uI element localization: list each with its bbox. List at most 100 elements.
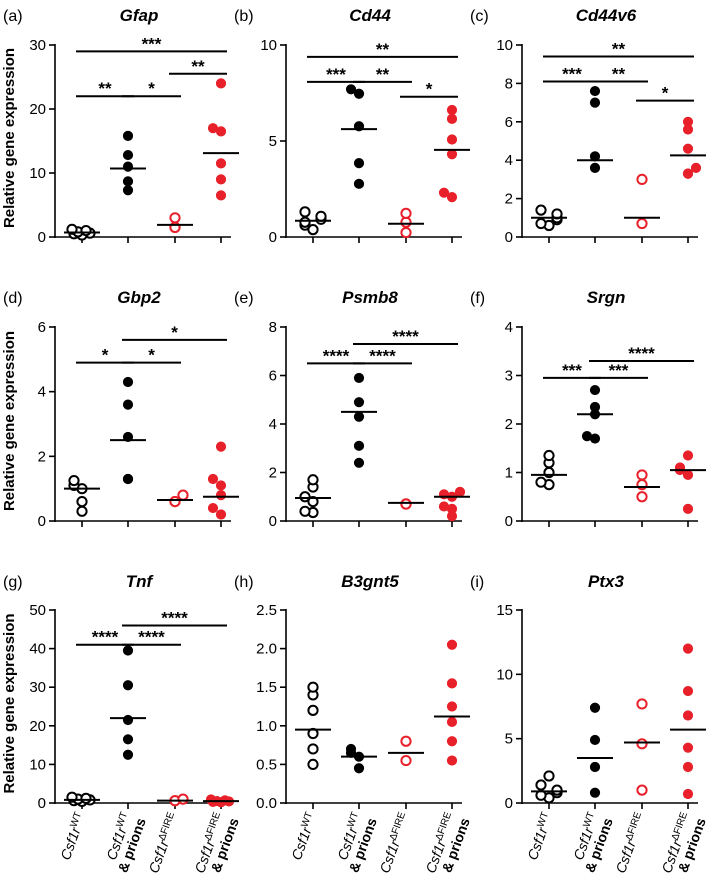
panel-tnf: (g) Tnf 0 10 20 30 40 50 Relative gene expressio… xyxy=(1,572,242,875)
data-point xyxy=(690,162,702,173)
data-point xyxy=(207,502,219,514)
y-tick-label: 8 xyxy=(269,319,277,336)
data-point xyxy=(205,794,217,805)
y-tick-label: 2.0 xyxy=(256,641,277,658)
y-tick-label: 4 xyxy=(269,416,277,433)
y-tick-label: 8 xyxy=(505,75,513,92)
data-point xyxy=(345,84,357,95)
data-point xyxy=(215,190,227,201)
y-tick-label: 0.0 xyxy=(256,795,277,812)
data-point xyxy=(400,735,412,747)
y-axis-label: Relative gene expression xyxy=(1,613,18,793)
data-point xyxy=(215,174,227,185)
significance-label: * xyxy=(426,80,433,99)
data-point xyxy=(169,496,181,508)
data-point xyxy=(122,749,134,760)
data-point xyxy=(589,97,601,108)
panel-title: Cd44v6 xyxy=(576,6,637,25)
data-point xyxy=(446,678,458,689)
x-category-label: Csf1rΔFIRE& prions xyxy=(658,810,709,875)
significance-label: **** xyxy=(323,346,350,365)
data-point xyxy=(80,792,92,804)
panel-label: (d) xyxy=(3,290,23,307)
y-tick-label: 10 xyxy=(29,165,46,182)
data-point xyxy=(589,162,601,173)
data-point xyxy=(299,216,311,228)
data-point xyxy=(636,784,648,796)
data-point xyxy=(307,681,319,693)
data-point xyxy=(682,742,694,753)
data-point xyxy=(589,734,601,746)
data-point xyxy=(177,793,189,805)
y-tick-label: 1.0 xyxy=(256,718,277,735)
data-point xyxy=(353,440,365,451)
panel-title: Gbp2 xyxy=(117,288,161,307)
data-point xyxy=(122,161,134,172)
data-point xyxy=(353,88,365,99)
data-point xyxy=(122,645,134,656)
x-category-label: Csf1rWT& prions xyxy=(334,811,380,875)
data-point xyxy=(122,399,134,410)
y-tick-label: 0 xyxy=(269,513,277,530)
data-point xyxy=(454,486,466,497)
data-point xyxy=(76,496,88,508)
data-point xyxy=(122,714,134,726)
data-point xyxy=(299,491,311,503)
data-point xyxy=(122,734,134,745)
significance-label: * xyxy=(148,79,155,98)
y-tick-label: 30 xyxy=(29,679,46,696)
data-point xyxy=(353,457,365,468)
data-point xyxy=(353,158,365,169)
data-point xyxy=(682,710,694,721)
y-tick-label: 40 xyxy=(29,641,46,658)
data-point xyxy=(307,474,319,486)
data-point xyxy=(446,104,458,116)
category-name: Csf1rΔFIRE xyxy=(612,810,649,875)
y-tick-label: 10 xyxy=(496,666,513,683)
significance-label: ** xyxy=(612,40,626,59)
y-tick-label: 10 xyxy=(260,37,277,54)
y-tick-label: 20 xyxy=(29,101,46,118)
y-tick-label: 2 xyxy=(505,416,513,433)
significance-label: * xyxy=(102,346,109,365)
data-point xyxy=(446,701,458,712)
data-point xyxy=(636,738,648,750)
data-point xyxy=(543,449,555,462)
y-tick-label: 4 xyxy=(38,384,46,401)
significance-label: ** xyxy=(191,57,205,76)
y-tick-label: 15 xyxy=(496,602,513,619)
data-point xyxy=(636,698,648,710)
data-point xyxy=(589,384,601,396)
data-point xyxy=(636,469,648,481)
y-tick-label: 2.5 xyxy=(256,602,277,619)
significance-label: **** xyxy=(392,327,419,346)
data-point xyxy=(446,192,458,203)
data-point xyxy=(400,754,412,767)
data-point xyxy=(551,784,563,796)
data-point xyxy=(315,210,327,222)
significance-label: *** xyxy=(562,361,582,380)
panel-title: Tnf xyxy=(126,572,155,591)
y-tick-label: 5 xyxy=(269,133,277,150)
data-point xyxy=(446,755,458,766)
y-tick-label: 1.5 xyxy=(256,679,277,696)
y-tick-label: 6 xyxy=(269,368,277,385)
data-point xyxy=(682,503,694,514)
x-category-label: Csf1rΔFIRE& prions xyxy=(191,810,242,875)
data-point xyxy=(299,505,311,517)
panel-title: Ptx3 xyxy=(588,572,624,591)
significance-label: * xyxy=(171,323,178,342)
data-point xyxy=(682,643,694,654)
data-point xyxy=(682,788,694,800)
data-point xyxy=(589,85,601,97)
data-point xyxy=(307,704,319,716)
y-tick-label: 0 xyxy=(38,229,46,246)
data-point xyxy=(207,123,219,134)
y-tick-label: 2 xyxy=(38,448,46,465)
y-tick-label: 6 xyxy=(505,114,513,131)
data-point xyxy=(535,779,547,791)
y-tick-label: 4 xyxy=(505,152,513,169)
y-tick-label: 50 xyxy=(29,602,46,619)
significance-label: **** xyxy=(628,344,655,363)
